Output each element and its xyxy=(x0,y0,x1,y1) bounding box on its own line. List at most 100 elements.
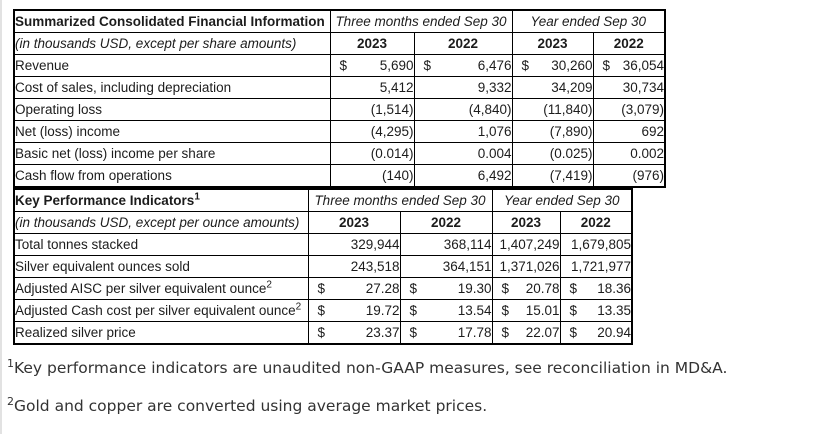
row-label: Cash flow from operations xyxy=(13,164,331,188)
currency-symbol: $ xyxy=(339,58,348,73)
footnotes: 1Key performance indicators are unaudite… xyxy=(7,358,728,435)
cell-value: 1,679,805 xyxy=(559,233,633,256)
year-header: 2022 xyxy=(559,211,633,234)
cell-value-text: 368,114 xyxy=(443,237,492,252)
row-label: Adjusted AISC per silver equivalent ounc… xyxy=(13,277,309,300)
cell-value: $18.36 xyxy=(559,277,633,300)
cell-value-text: 36,054 xyxy=(622,58,664,73)
cell-value: 1,076 xyxy=(413,120,513,143)
row-label-text: Silver equivalent ounces sold xyxy=(15,259,190,274)
row-label-text: Basic net (loss) income per share xyxy=(15,146,216,161)
cell-value-text: 0.004 xyxy=(477,146,512,161)
cell-value-text: 692 xyxy=(641,124,664,139)
table-title: Key Performance Indicators1 xyxy=(13,188,309,212)
cell-value-text: 6,492 xyxy=(477,168,512,183)
cell-value: 368,114 xyxy=(399,233,493,256)
cell-value-text: 30,734 xyxy=(622,80,664,95)
row-label: Silver equivalent ounces sold xyxy=(13,255,309,278)
cell-value: $17.78 xyxy=(399,321,493,345)
table-title-text: Summarized Consolidated Financial Inform… xyxy=(15,14,325,29)
table-row: Adjusted AISC per silver equivalent ounc… xyxy=(13,277,633,300)
cell-value-text: 329,944 xyxy=(350,237,400,252)
table-row: Net (loss) income (4,295) 1,076 (7,890) 692 xyxy=(13,120,666,143)
cell-value: 30,734 xyxy=(592,76,666,99)
currency-symbol: $ xyxy=(501,303,510,318)
year-header: 2022 xyxy=(399,211,493,234)
cell-value-text: 364,151 xyxy=(442,259,492,274)
cell-value-text: (7,890) xyxy=(549,124,593,139)
column-group-header: Year ended Sep 30 xyxy=(511,9,666,33)
cell-value-text: (140) xyxy=(381,168,414,183)
cell-value-text: 23.37 xyxy=(365,325,400,340)
cell-value: 34,209 xyxy=(511,76,594,99)
footnote: 2Gold and copper are converted using ave… xyxy=(7,394,727,416)
cell-value-text: 34,209 xyxy=(551,80,593,95)
currency-symbol: $ xyxy=(569,303,578,318)
row-label-text: Total tonnes stacked xyxy=(15,237,139,252)
table-row: Revenue $5,690 $6,476 $30,260 $36,054 xyxy=(13,54,666,77)
column-group-header: Three months ended Sep 30 xyxy=(307,188,493,212)
row-label-text: Operating loss xyxy=(15,102,103,117)
cell-value: $15.01 xyxy=(491,299,561,322)
currency-symbol: $ xyxy=(501,281,510,296)
cell-value-text: 1,407,249 xyxy=(499,237,560,252)
table-row: Adjusted Cash cost per silver equivalent… xyxy=(13,299,633,322)
cell-value-text: 19.72 xyxy=(365,303,400,318)
cell-value-text: (7,419) xyxy=(549,168,593,183)
table-row: Silver equivalent ounces sold 243,518 364,… xyxy=(13,255,633,278)
page-left-rule xyxy=(0,0,2,434)
table-header-row: Summarized Consolidated Financial Inform… xyxy=(13,9,666,33)
cell-value: (4,840) xyxy=(413,98,513,121)
table-row: Basic net (loss) income per share (0.014)… xyxy=(13,142,666,165)
cell-value-text: 17.78 xyxy=(457,325,492,340)
cell-value: $19.30 xyxy=(399,277,493,300)
table-row: Total tonnes stacked 329,944 368,114 1,407,… xyxy=(13,233,633,256)
cell-value-text: 22.07 xyxy=(525,325,560,340)
year-header: 2023 xyxy=(491,211,561,234)
footnote-text: Key performance indicators are unaudited… xyxy=(14,359,728,377)
column-group-header: Three months ended Sep 30 xyxy=(329,9,513,33)
cell-value: $19.72 xyxy=(307,299,401,322)
row-label-text: Adjusted AISC per silver equivalent ounc… xyxy=(15,281,267,296)
currency-symbol: $ xyxy=(317,303,326,318)
cell-value-text: 20.78 xyxy=(525,281,560,296)
cell-value: 0.002 xyxy=(592,142,666,165)
footnote-superscript: 2 xyxy=(7,394,14,408)
cell-value: $13.35 xyxy=(559,299,633,322)
currency-symbol: $ xyxy=(423,58,432,73)
cell-value: 692 xyxy=(592,120,666,143)
cell-value: (140) xyxy=(329,164,415,188)
table-years-row: (in thousands USD, except per ounce amou… xyxy=(13,211,633,234)
cell-value: 364,151 xyxy=(399,255,493,278)
cell-value: (3,079) xyxy=(592,98,666,121)
row-label: Operating loss xyxy=(13,98,331,121)
currency-symbol: $ xyxy=(602,58,611,73)
cell-value-text: (1,514) xyxy=(370,102,414,117)
row-label: Revenue xyxy=(13,54,331,77)
cell-value-text: 1,076 xyxy=(477,124,512,139)
row-label: Total tonnes stacked xyxy=(13,233,309,256)
table-subtitle: (in thousands USD, except per ounce amou… xyxy=(13,211,309,234)
row-label-superscript: 2 xyxy=(295,301,302,313)
cell-value: $20.94 xyxy=(559,321,633,345)
cell-value-text: 30,260 xyxy=(551,58,593,73)
cell-value: (7,419) xyxy=(511,164,594,188)
cell-value: (7,890) xyxy=(511,120,594,143)
cell-value-text: (3,079) xyxy=(621,102,664,117)
year-header: 2023 xyxy=(307,211,401,234)
cell-value: 243,518 xyxy=(307,255,401,278)
cell-value-text: 5,412 xyxy=(379,80,414,95)
table-header-row: Key Performance Indicators1 Three months … xyxy=(13,188,633,212)
key-performance-indicators-table: Key Performance Indicators1 Three months … xyxy=(13,188,633,345)
table-row: Cash flow from operations (140) 6,492 (7,41… xyxy=(13,164,666,188)
cell-value: (0.014) xyxy=(329,142,415,165)
cell-value-text: 6,476 xyxy=(477,58,512,73)
row-label: Cost of sales, including depreciation xyxy=(13,76,331,99)
year-header: 2022 xyxy=(592,32,666,55)
cell-value-text: 1,721,977 xyxy=(570,259,631,274)
cell-value-text: 0.002 xyxy=(630,146,664,161)
cell-value-text: 1,679,805 xyxy=(570,237,631,252)
cell-value: 5,412 xyxy=(329,76,415,99)
cell-value: 1,407,249 xyxy=(491,233,561,256)
cell-value-text: (0.025) xyxy=(549,146,593,161)
